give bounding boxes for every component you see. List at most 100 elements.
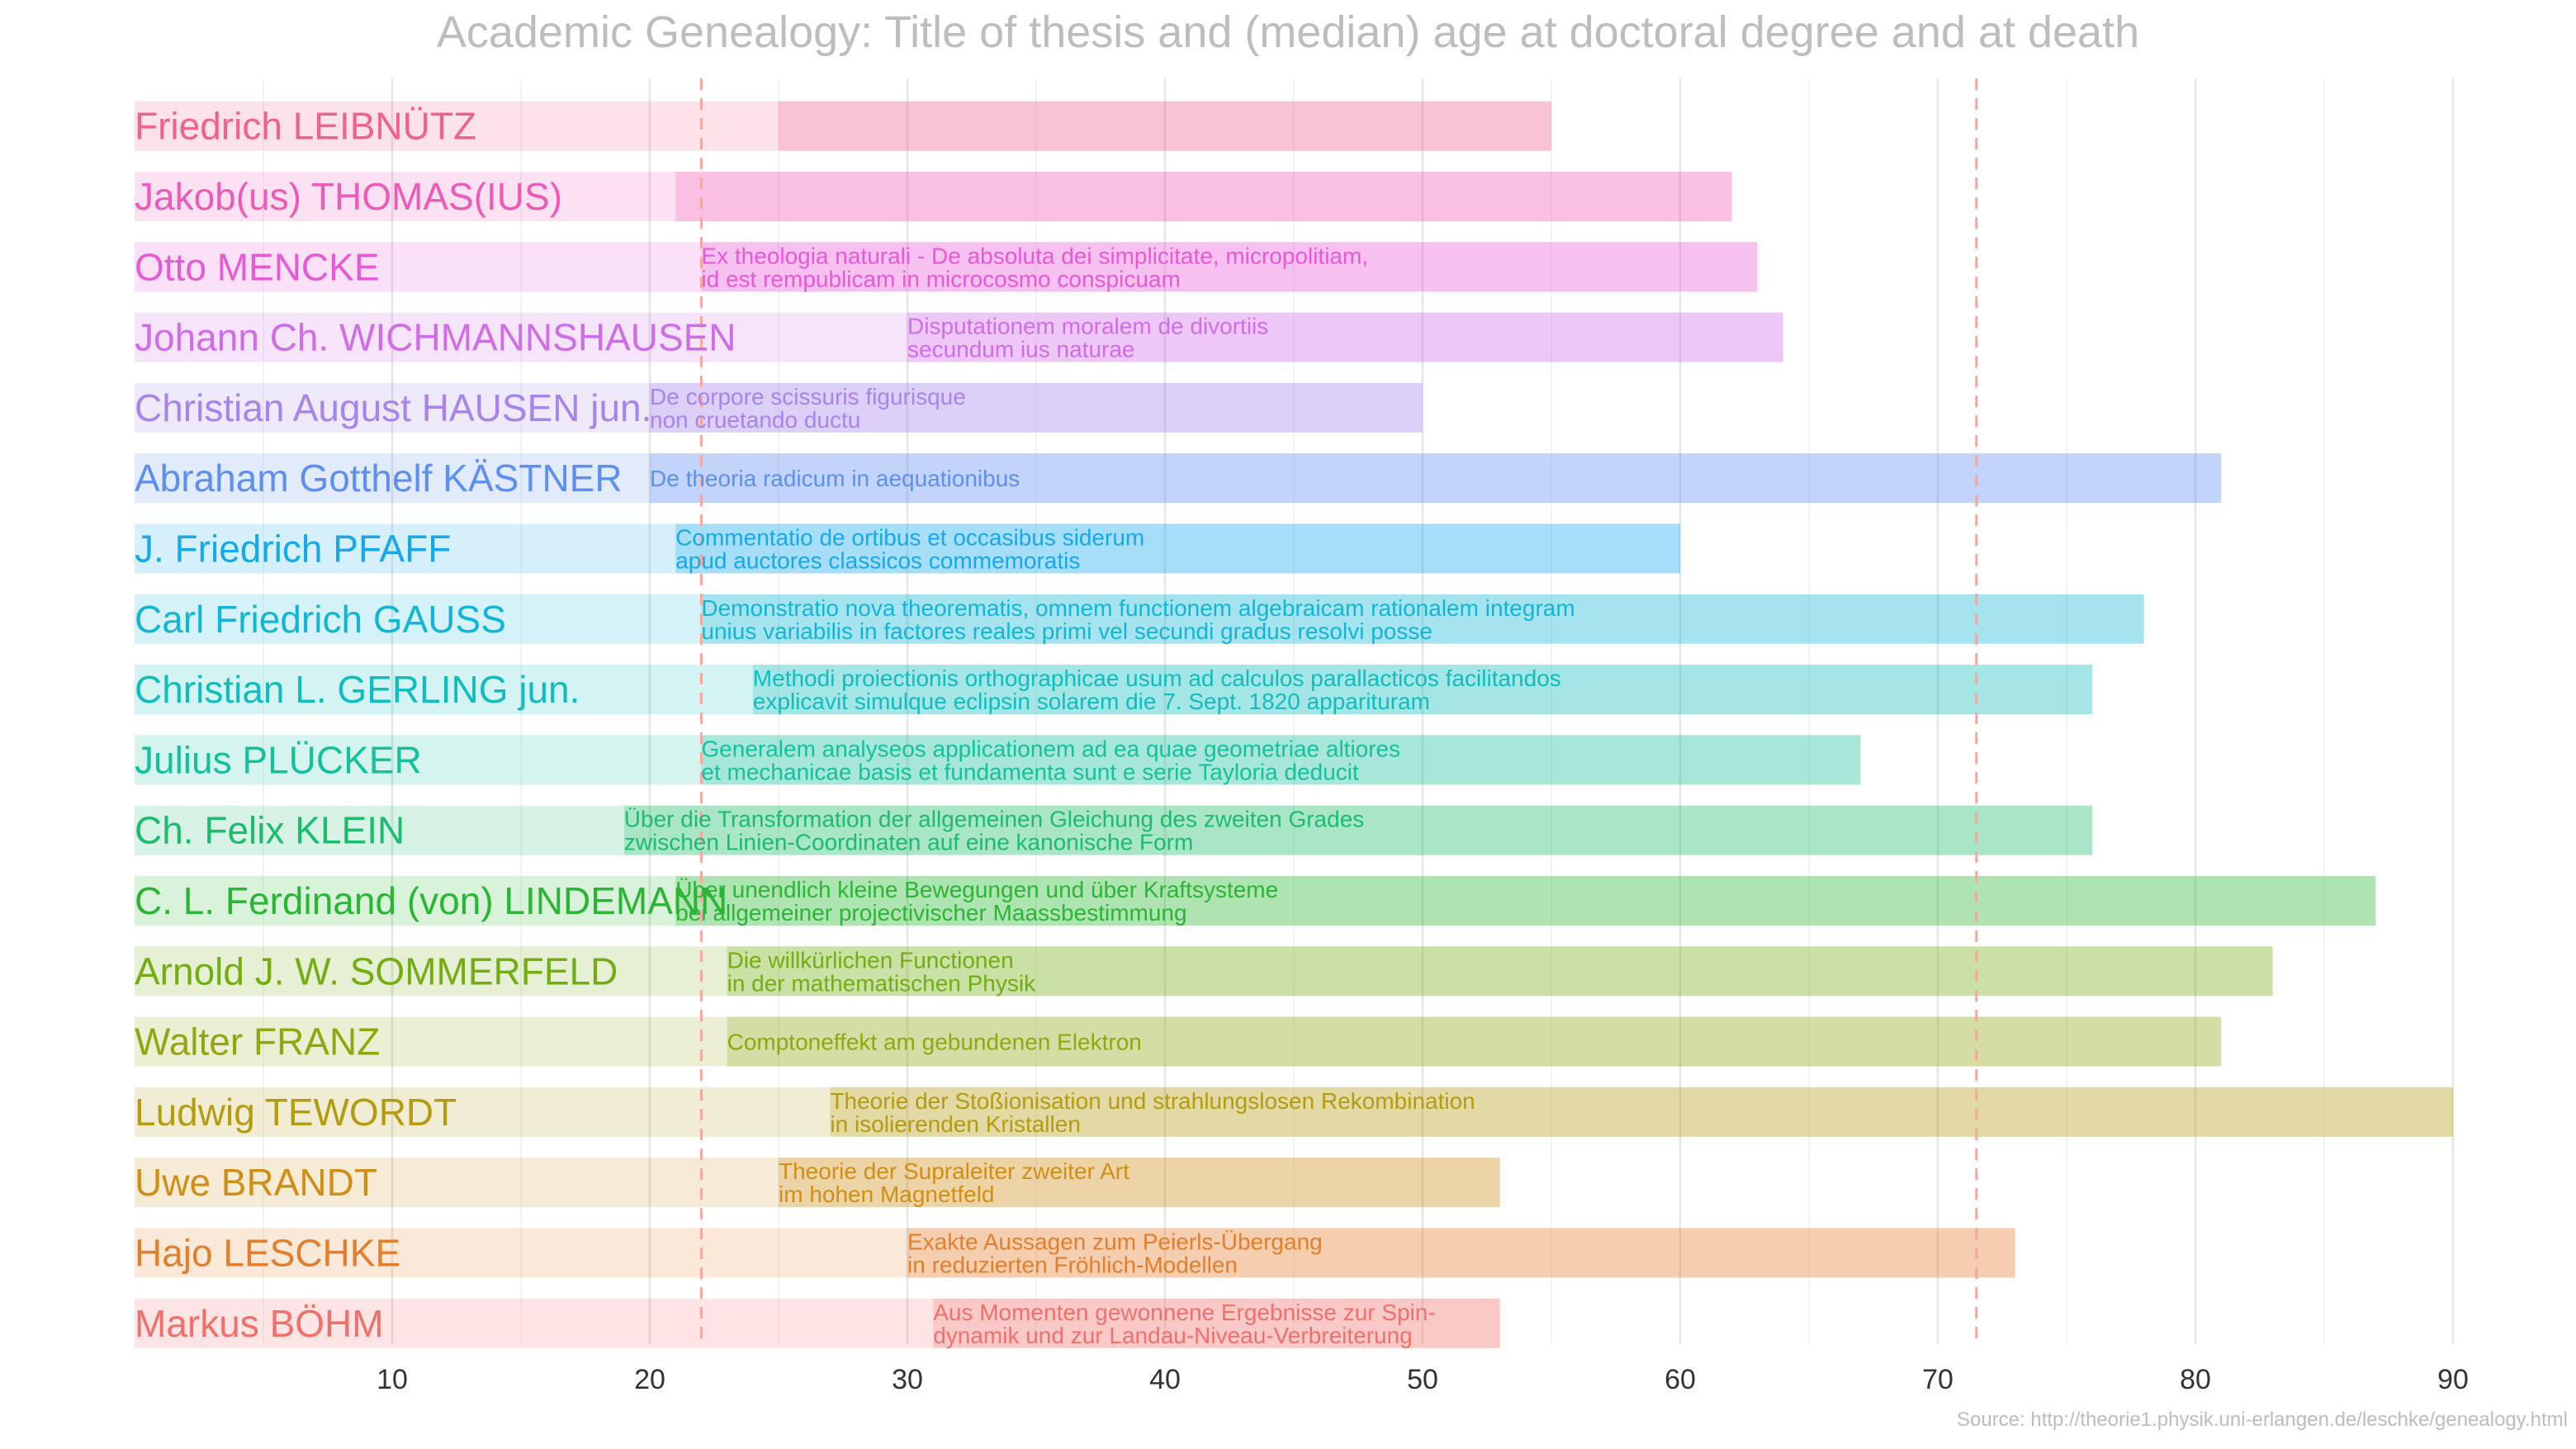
thesis-title-label: Comptoneffekt am gebundenen Elektron: [727, 1030, 1142, 1055]
grid-layer: [263, 78, 2455, 1344]
career-bar: [650, 453, 2222, 504]
x-axis-ticks: 10 20 30 40 50 60 70 80 90: [376, 1364, 2469, 1395]
thesis-title-label: in reduzierten Fröhlich-Modellen: [907, 1252, 1238, 1277]
thesis-title-label: Generalem analyseos applicationem ad ea …: [701, 736, 1400, 761]
thesis-title-label: Die willkürlichen Functionen: [727, 947, 1014, 973]
scientist-name-label: Arnold J. W. SOMMERFELD: [135, 949, 618, 992]
pre-doctoral-bar: [135, 735, 702, 785]
scientist-name-label: Friedrich LEIBNÜTZ: [135, 105, 476, 148]
scientist-name-label: Uwe BRANDT: [135, 1161, 377, 1204]
career-bar: [779, 1158, 1500, 1208]
pre-doctoral-bar: [135, 312, 907, 362]
x-tick-label: 60: [1664, 1364, 1696, 1395]
scientist-name-label: Carl Friedrich GAUSS: [135, 598, 506, 641]
career-bar: [907, 1228, 2015, 1278]
pre-doctoral-bar: [135, 805, 624, 855]
career-bar: [752, 665, 2093, 715]
thesis-title-label: Demonstratio nova theorematis, omnem fun…: [701, 595, 1574, 621]
pre-doctoral-bar: [135, 1087, 831, 1137]
career-bar: [933, 1298, 1500, 1348]
scientist-name-label: Ludwig TEWORDT: [135, 1091, 457, 1134]
thesis-title-label: unius variabilis in factores reales prim…: [701, 618, 1432, 644]
career-bar: [675, 875, 2376, 926]
thesis-title-label: in isolierenden Kristallen: [830, 1111, 1081, 1137]
thesis-title-label: et mechanicae basis et fundamenta sunt e…: [701, 759, 1359, 784]
scientist-name-label: Julius PLÜCKER: [135, 738, 422, 781]
x-tick-label: 20: [634, 1364, 665, 1395]
thesis-title-label: De corpore scissuris figurisque: [650, 384, 966, 410]
pre-doctoral-bar: [135, 594, 702, 644]
scientist-name-label: Walter FRANZ: [135, 1020, 380, 1063]
thesis-title-label: Disputationem moralem de divortiis: [907, 314, 1268, 339]
pre-doctoral-bar: [135, 101, 779, 151]
thesis-title-label: non cruetando ductu: [650, 407, 860, 433]
x-tick-label: 10: [376, 1364, 408, 1395]
x-tick-label: 50: [1407, 1364, 1438, 1395]
thesis-title-label: Über die Transformation der allgemeinen …: [624, 807, 1364, 832]
thesis-title-label: Aus Momenten gewonnene Ergebnisse zur Sp…: [933, 1300, 1436, 1325]
career-bar: [701, 242, 1758, 292]
pre-doctoral-bar: [135, 1016, 727, 1067]
pre-doctoral-bar: [135, 1228, 907, 1278]
thesis-title-label: Commentatio de ortibus et occasibus side…: [675, 524, 1144, 550]
pre-doctoral-bar: [135, 242, 702, 292]
scientist-name-label: Hajo LESCHKE: [135, 1231, 400, 1274]
career-bar: [727, 1016, 2222, 1067]
thesis-title-label: id est rempublicam in microcosmo conspic…: [701, 266, 1180, 291]
x-tick-label: 90: [2437, 1364, 2469, 1395]
scientist-name-label: Markus BÖHM: [135, 1302, 384, 1345]
career-bar: [701, 735, 1861, 785]
scientist-name-label: Ch. Felix KLEIN: [135, 809, 405, 852]
career-bar: [675, 171, 1732, 221]
bar-layer: [135, 101, 2453, 1348]
pre-doctoral-bar: [135, 665, 753, 715]
career-bar: [830, 1087, 2453, 1137]
thesis-title-label: explicavit simulque eclipsin solarem die…: [753, 689, 1430, 714]
scientist-name-label: Christian L. GERLING jun.: [135, 668, 580, 711]
pre-doctoral-bar: [135, 875, 676, 926]
career-bar: [623, 805, 2093, 855]
thesis-title-label: Methodi proiectionis orthographicae usum…: [753, 665, 1561, 691]
thesis-title-label: bei allgemeiner projectivischer Maassbes…: [675, 900, 1186, 926]
pre-doctoral-bar: [135, 453, 650, 504]
scientist-name-label: C. L. Ferdinand (von) LINDEMANN: [135, 879, 727, 922]
career-bar: [650, 382, 1423, 433]
x-tick-label: 40: [1149, 1364, 1181, 1395]
pre-doctoral-bar: [135, 523, 676, 574]
x-tick-label: 80: [2180, 1364, 2211, 1395]
career-bar: [675, 523, 1681, 574]
x-tick-label: 30: [892, 1364, 923, 1395]
thesis-title-label: apud auctores classicos commemoratis: [675, 547, 1080, 573]
pre-doctoral-bar: [135, 171, 676, 221]
thesis-title-label: Exakte Aussagen zum Peierls-Übergang: [907, 1229, 1323, 1254]
career-bar: [907, 312, 1783, 362]
thesis-title-label: Theorie der Supraleiter zweiter Art: [779, 1158, 1129, 1184]
pre-doctoral-bar: [135, 1298, 934, 1348]
thesis-title-label: Theorie der Stoßionisation und strahlung…: [830, 1088, 1475, 1114]
thesis-title-label: De theoria radicum in aequationibus: [650, 466, 1020, 491]
chart-title: Academic Genealogy: Title of thesis and …: [436, 7, 2140, 57]
scientist-name-label: Otto MENCKE: [135, 245, 380, 288]
x-tick-label: 70: [1922, 1364, 1953, 1395]
scientist-name-label: Abraham Gotthelf KÄSTNER: [135, 457, 623, 500]
career-bar: [701, 594, 2144, 644]
thesis-title-label: zwischen Linien-Coordinaten auf eine kan…: [624, 830, 1194, 855]
pre-doctoral-bar: [135, 946, 727, 997]
scientist-name-label: Jakob(us) THOMAS(IUS): [135, 175, 562, 218]
label-layer: Friedrich LEIBNÜTZ Jakob(us) THOMAS(IUS) O…: [135, 105, 1575, 1348]
thesis-title-label: in der mathematischen Physik: [727, 970, 1037, 996]
chart-source: Source: http://theorie1.physik.uni-erlan…: [1956, 1409, 2568, 1431]
thesis-title-label: Ex theologia naturali - De absoluta dei …: [701, 243, 1368, 268]
thesis-title-label: im hohen Magnetfeld: [779, 1181, 995, 1207]
pre-doctoral-bar: [135, 1158, 779, 1208]
thesis-title-label: secundum ius naturae: [907, 337, 1135, 362]
scientist-name-label: J. Friedrich PFAFF: [135, 527, 451, 570]
career-bar: [779, 101, 1551, 151]
thesis-title-label: Über unendlich kleine Bewegungen und übe…: [675, 877, 1278, 902]
pre-doctoral-bar: [135, 382, 650, 433]
scientist-name-label: Johann Ch. WICHMANNSHAUSEN: [135, 316, 736, 359]
reference-lines: [699, 78, 1978, 1344]
thesis-title-label: dynamik und zur Landau-Niveau-Verbreiter…: [933, 1323, 1413, 1348]
